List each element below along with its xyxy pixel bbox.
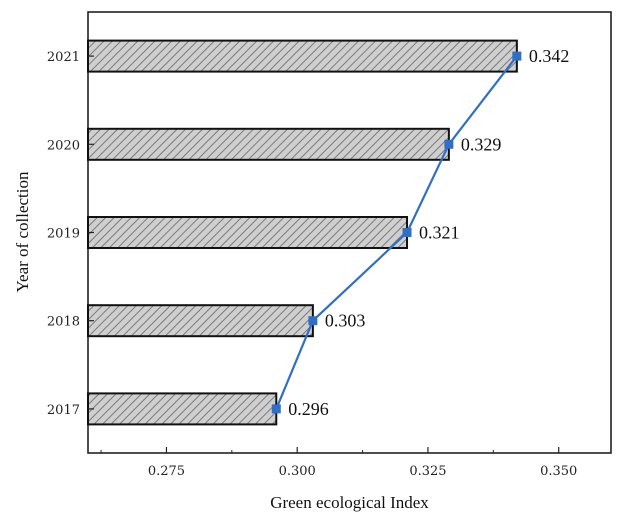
- marker-2018: [308, 316, 318, 326]
- x-tick-label-1: 0.300: [279, 464, 316, 479]
- data-label-2018: 0.303: [325, 311, 366, 331]
- y-tick-label-2019: 2019: [47, 227, 80, 242]
- data-label-2020: 0.329: [461, 134, 502, 154]
- y-axis-title: Year of collection: [13, 171, 32, 293]
- x-tick-label-2: 0.325: [409, 464, 446, 479]
- data-label-2021: 0.342: [529, 46, 570, 66]
- x-tick-label-0: 0.275: [148, 464, 185, 479]
- bar-2018: [87, 304, 314, 338]
- data-label-2019: 0.321: [419, 223, 460, 243]
- marker-2020: [444, 139, 454, 149]
- data-label-2017: 0.296: [288, 399, 329, 419]
- line-markers: [271, 51, 522, 414]
- bar-2019: [87, 216, 409, 249]
- marker-2017: [271, 404, 281, 414]
- x-axis-ticks: 0.275 0.300 0.325 0.350: [100, 447, 577, 479]
- bar-2017: [87, 392, 278, 426]
- bar-2020: [87, 127, 450, 161]
- y-tick-label-2020: 2020: [47, 138, 80, 153]
- bars-group: [87, 39, 518, 426]
- y-tick-label-2021: 2021: [47, 50, 80, 65]
- marker-2021: [512, 51, 522, 61]
- y-tick-label-2018: 2018: [47, 315, 80, 330]
- y-axis-ticks: 2017 2018 2019 2020 2021: [47, 50, 94, 418]
- marker-2019: [402, 228, 412, 237]
- data-labels-group: 0.296 0.303 0.321 0.329 0.342: [288, 46, 569, 419]
- y-tick-label-2017: 2017: [47, 403, 80, 418]
- x-tick-label-3: 0.350: [540, 464, 577, 479]
- bar-2021: [87, 39, 518, 73]
- x-axis-title: Green ecological Index: [270, 493, 429, 512]
